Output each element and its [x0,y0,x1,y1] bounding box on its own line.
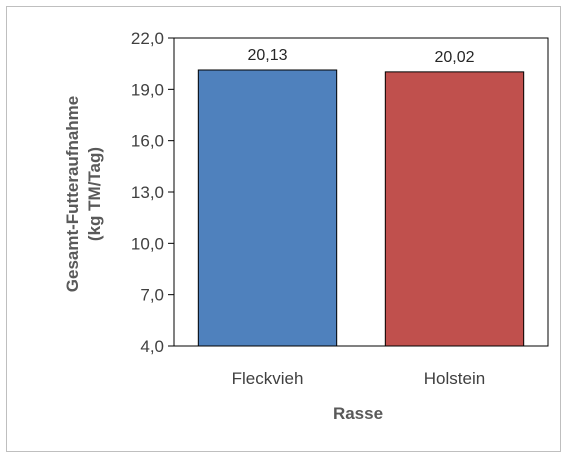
data-label: 20,02 [434,49,474,66]
y-tick-label: 4,0 [140,337,164,356]
y-axis-title-line-2: (kg TM/Tag) [85,147,104,241]
y-tick-label: 13,0 [131,183,164,202]
y-tick-label: 7,0 [140,286,164,305]
x-tick-label: Fleckvieh [232,369,304,388]
bar-fleckvieh [197,69,338,347]
y-tick-label: 19,0 [131,80,164,99]
x-tick-label: Holstein [424,369,485,388]
y-axis-title: Gesamt-Futteraufnahme (kg TM/Tag) [63,96,104,292]
y-tick-label: 22,0 [131,29,164,48]
bar-holstein [384,71,525,347]
y-tick-label: 16,0 [131,132,164,151]
data-label: 20,13 [247,47,287,64]
y-tick-label: 10,0 [131,234,164,253]
y-axis-title-line-1: Gesamt-Futteraufnahme [63,96,82,292]
x-axis-title: Rasse [333,404,383,423]
